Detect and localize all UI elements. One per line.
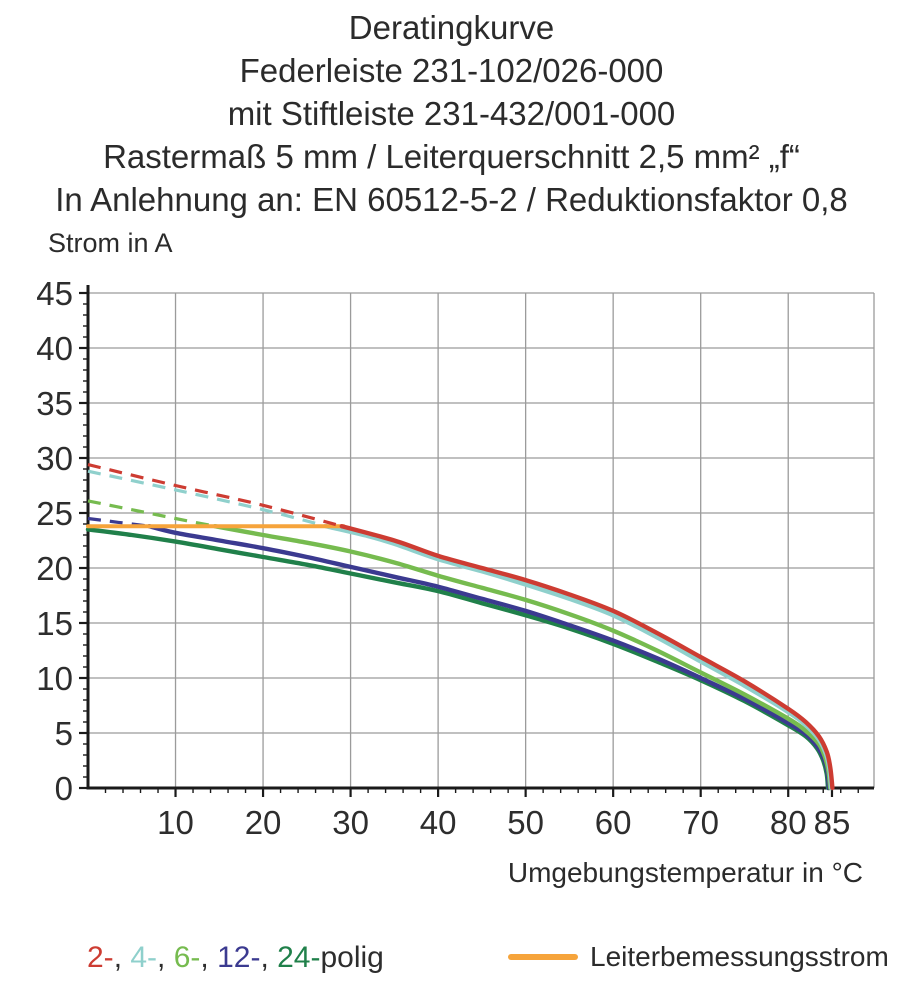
- x-tick-label-40: 40: [420, 804, 457, 841]
- x-axis-title: Umgebungstemperatur in °C: [507, 857, 863, 888]
- legend-pole-6: 6-: [173, 941, 201, 974]
- x-tick-label-10: 10: [157, 804, 194, 841]
- rated-current-label: Leiterbemessungsstrom: [590, 941, 889, 972]
- legend-poles-suffix: polig: [320, 941, 384, 974]
- title-line-2: Federleiste 231-102/026-000: [239, 52, 664, 89]
- curves: [85, 463, 835, 791]
- curve-12-polig: [147, 524, 832, 791]
- curve-4-polig-dashed: [87, 469, 327, 528]
- x-tick-label-85: 85: [814, 804, 851, 841]
- y-axis-title: Strom in A: [48, 228, 173, 258]
- curve-6-polig: [212, 524, 833, 791]
- legend-pole-24: 24-: [277, 941, 321, 974]
- gridlines: [88, 292, 875, 788]
- y-tick-label-15: 15: [36, 605, 73, 642]
- legend-pole-12: 12-: [217, 941, 261, 974]
- legend-pole-2: 2-: [87, 941, 114, 974]
- axes: [86, 285, 874, 790]
- legend-pole-4: 4-: [130, 941, 158, 974]
- legend-poles: 2-, 4-, 6-, 12-, 24-polig: [87, 941, 384, 975]
- y-tick-label-45: 45: [36, 275, 73, 312]
- title-line-5: In Anlehnung an: EN 60512-5-2 / Reduktio…: [55, 181, 848, 218]
- legend-separator: ,: [200, 941, 218, 974]
- y-tick-label-30: 30: [36, 440, 73, 477]
- title-line-4: Rastermaß 5 mm / Leiterquerschnitt 2,5 m…: [103, 138, 800, 175]
- x-tick-label-60: 60: [595, 804, 632, 841]
- curve-6-polig-dashed: [87, 499, 216, 528]
- y-tick-label-40: 40: [36, 330, 73, 367]
- y-tick-label-0: 0: [55, 770, 73, 807]
- chart-svg: 10 20 30 40 50 60 70 80 85 0 5 10 15 20 25 30 35 40 45: [36, 275, 875, 841]
- x-tick-label-70: 70: [682, 804, 719, 841]
- legend-separator: ,: [260, 941, 278, 974]
- tick-labels: 10 20 30 40 50 60 70 80 85 0 5 10 15 20 25 30 35 40 45: [36, 275, 850, 841]
- legend-separator: ,: [113, 941, 131, 974]
- x-tick-label-80: 80: [770, 804, 807, 841]
- y-tick-label-10: 10: [36, 660, 73, 697]
- title-line-3: mit Stiftleiste 231-432/001-000: [227, 95, 676, 132]
- y-tick-label-35: 35: [36, 385, 73, 422]
- curve-2-polig: [339, 524, 835, 791]
- x-tick-label-30: 30: [332, 804, 369, 841]
- curve-2-polig-dashed: [87, 463, 343, 528]
- x-tick-label-50: 50: [507, 804, 544, 841]
- rated-current-swatch: [508, 954, 578, 960]
- y-tick-label-5: 5: [55, 715, 73, 752]
- title-line-1: Deratingkurve: [348, 9, 555, 46]
- legend-separator: ,: [157, 941, 174, 974]
- chart-title-block: Deratingkurve Federleiste 231-102/026-00…: [0, 6, 903, 221]
- y-tick-label-25: 25: [36, 495, 73, 532]
- y-tick-label-20: 20: [36, 550, 73, 587]
- legend-rated: Leiterbemessungsstrom: [508, 941, 889, 973]
- x-tick-label-20: 20: [245, 804, 282, 841]
